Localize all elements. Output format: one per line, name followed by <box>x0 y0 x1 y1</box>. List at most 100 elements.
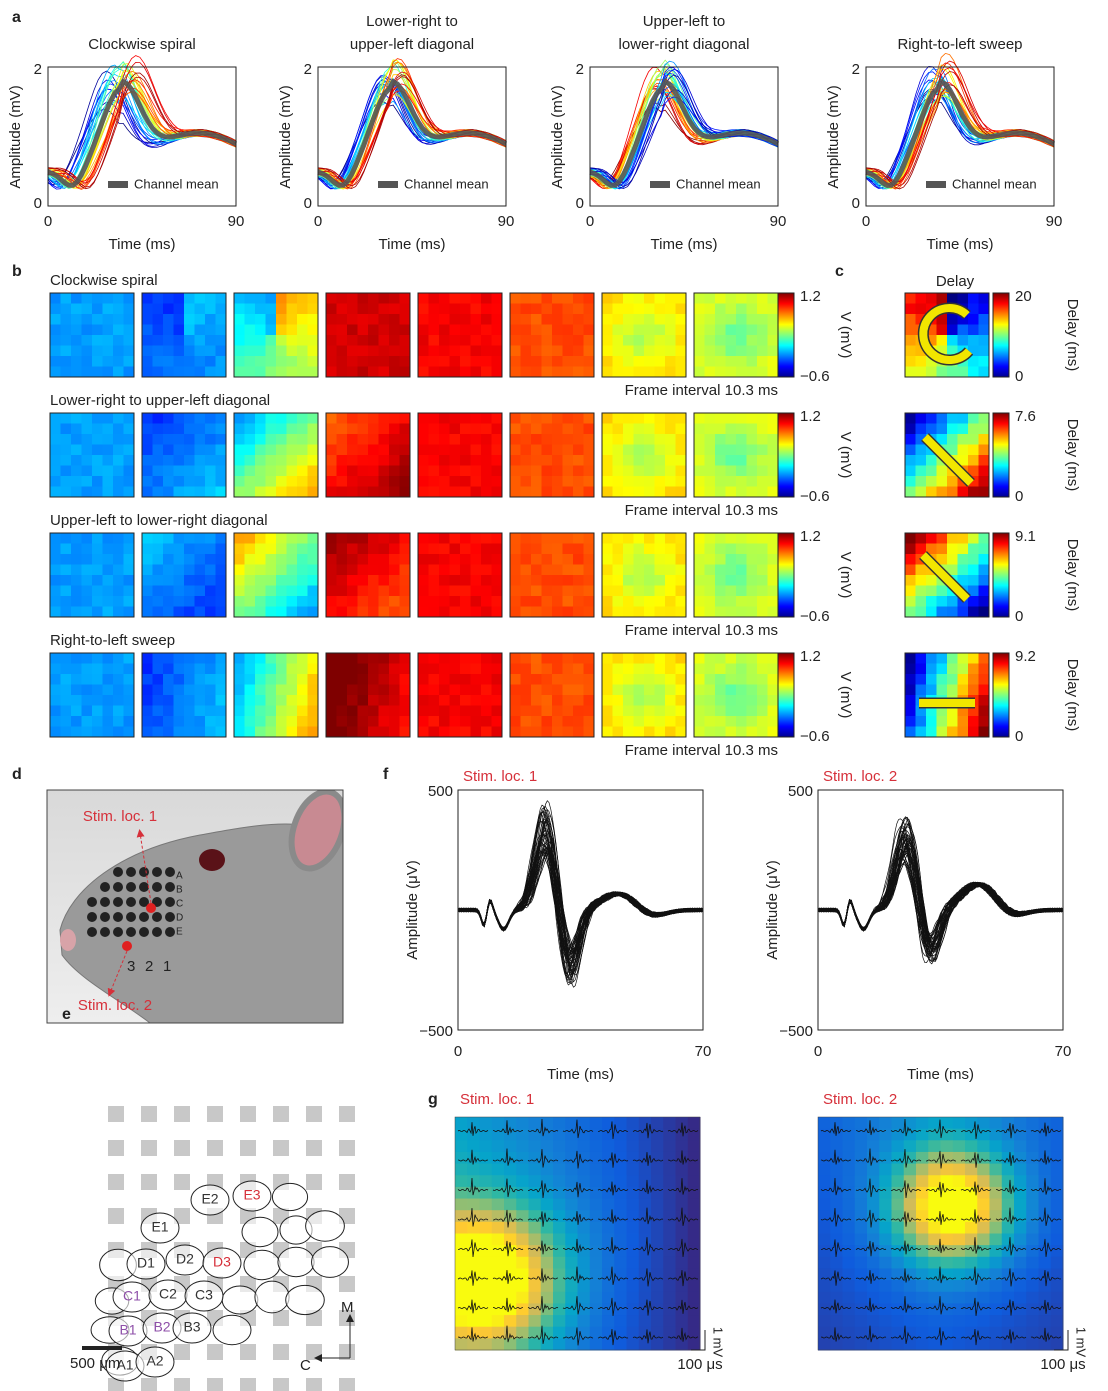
heatmap-cell <box>50 424 61 435</box>
heatmap-cell <box>613 304 624 315</box>
delay-cell <box>937 424 948 435</box>
heatmap-cell <box>715 596 726 607</box>
heatmap-cell <box>916 1210 929 1222</box>
heatmap-cell <box>655 653 666 664</box>
heatmap-cell <box>174 476 185 487</box>
heatmap-cell <box>521 445 532 456</box>
heatmap-cell <box>50 335 61 346</box>
heatmap-cell <box>287 445 298 456</box>
heatmap-cell <box>644 565 655 576</box>
heatmap-cell <box>965 1234 978 1246</box>
heatmap-cell <box>471 346 482 357</box>
heatmap-cell <box>492 1152 505 1164</box>
heatmap-cell <box>297 346 308 357</box>
heatmap-cell <box>379 455 390 466</box>
heatmap-cell <box>990 1129 1003 1141</box>
heatmap-cell <box>977 1234 990 1246</box>
heatmap-cell <box>276 575 287 586</box>
heatmap-cell <box>965 1315 978 1327</box>
heatmap-cell <box>676 293 687 304</box>
heatmap-cell <box>602 325 613 336</box>
heatmap-cell <box>460 565 471 576</box>
barrel-label: B2 <box>153 1319 170 1335</box>
heatmap-cell <box>676 314 687 325</box>
heatmap-cell <box>644 653 655 664</box>
barrel-label: E2 <box>201 1191 218 1207</box>
heatmap-cell <box>255 293 266 304</box>
heatmap-cell <box>928 1257 941 1269</box>
electrode <box>139 927 149 937</box>
heatmap-cell <box>694 367 705 378</box>
heatmap-cell <box>142 586 153 597</box>
heatmap-cell <box>124 565 135 576</box>
heatmap-cell <box>916 1315 929 1327</box>
heatmap-cell <box>103 445 114 456</box>
heatmap-cell <box>142 727 153 738</box>
delay-cell <box>958 325 969 336</box>
heatmap-cell <box>613 455 624 466</box>
heatmap-cell <box>195 533 206 544</box>
heatmap-cell <box>82 533 93 544</box>
heatmap-cell <box>651 1164 664 1176</box>
heatmap-cell <box>308 554 319 565</box>
heatmap-cell <box>563 695 574 706</box>
delay-cell <box>968 367 979 378</box>
heatmap-cell <box>205 607 216 618</box>
heatmap-cell <box>418 293 429 304</box>
heatmap-cell <box>471 304 482 315</box>
heatmap-cell <box>379 445 390 456</box>
heatmap-cell <box>400 554 411 565</box>
heatmap-cell <box>644 325 655 336</box>
heatmap-cell <box>768 596 779 607</box>
heatmap-cell <box>195 314 206 325</box>
heatmap-cell <box>471 466 482 477</box>
heatmap-cell <box>623 413 634 424</box>
heatmap-cell <box>676 664 687 675</box>
heatmap-cell <box>663 1315 676 1327</box>
heatmap-cell <box>255 586 266 597</box>
heatmap-cell <box>757 607 768 618</box>
heatmap-cell <box>103 455 114 466</box>
heatmap-cell <box>439 424 450 435</box>
heatmap-cell <box>613 695 624 706</box>
delay-cell <box>905 706 916 717</box>
heatmap-cell <box>676 1315 689 1327</box>
heatmap-cell <box>358 335 369 346</box>
heatmap-cell <box>418 476 429 487</box>
heatmap-cell <box>184 346 195 357</box>
heatmap-cell <box>665 575 676 586</box>
heatmap-cell <box>843 1152 856 1164</box>
heatmap-cell <box>563 607 574 618</box>
scale-label: 100 μs <box>1040 1356 1085 1373</box>
heatmap-cell <box>757 664 768 675</box>
heatmap-cell <box>990 1199 1003 1211</box>
heatmap-cell <box>184 413 195 424</box>
heatmap-cell <box>216 544 227 555</box>
heatmap-cell <box>644 367 655 378</box>
heatmap-cell <box>768 674 779 685</box>
heatmap-cell <box>768 434 779 445</box>
heatmap-cell <box>174 487 185 498</box>
heatmap-cell <box>552 476 563 487</box>
heatmap-cell <box>368 476 379 487</box>
heatmap-cell <box>688 1257 701 1269</box>
heatmap-cell <box>941 1292 954 1304</box>
delay-cell <box>979 314 990 325</box>
heatmap-cell <box>573 533 584 544</box>
delay-cell <box>937 533 948 544</box>
heatmap-cell <box>510 554 521 565</box>
heatmap-cell <box>757 476 768 487</box>
colorbar-label: V (mV) <box>837 552 854 599</box>
delay-cell <box>937 335 948 346</box>
heatmap-cell <box>529 1338 542 1350</box>
heatmap-cell <box>50 487 61 498</box>
heatmap-cell <box>843 1210 856 1222</box>
heatmap-cell <box>627 1175 640 1187</box>
electrode <box>139 912 149 922</box>
heatmap-cell <box>103 706 114 717</box>
heatmap-cell <box>113 455 124 466</box>
y-tick-label: 0 <box>304 195 312 212</box>
heatmap-cell <box>694 695 705 706</box>
heatmap-cell <box>92 466 103 477</box>
heatmap-cell <box>400 565 411 576</box>
